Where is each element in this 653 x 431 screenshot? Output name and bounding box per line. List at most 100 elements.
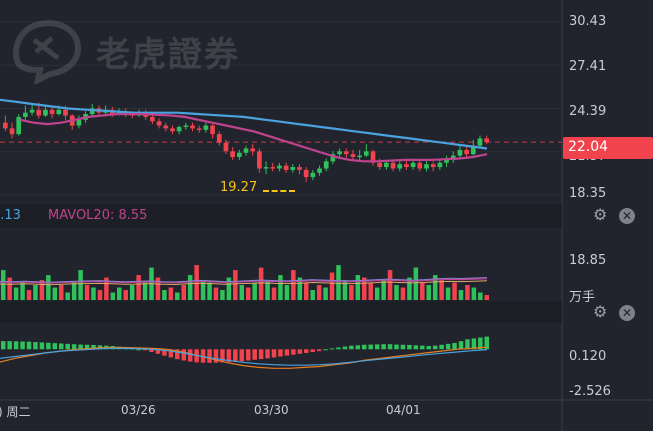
volume-bar xyxy=(329,272,335,300)
macd-histogram-bar xyxy=(381,344,386,350)
candle-body xyxy=(230,151,235,158)
candle-body xyxy=(444,159,449,163)
moving-average-blue xyxy=(0,98,488,150)
macd-histogram-bar xyxy=(271,349,277,358)
volume-bar xyxy=(342,280,348,300)
volume-bar xyxy=(175,292,180,300)
volume-ma-value: 7.13 xyxy=(0,208,21,223)
candle-body xyxy=(156,121,162,126)
volume-bar xyxy=(46,275,51,300)
candle-body xyxy=(250,148,256,152)
volume-bar xyxy=(213,287,219,300)
macd-dif-line xyxy=(0,346,488,369)
volume-bar xyxy=(155,277,161,300)
macd-histogram-bar xyxy=(284,349,290,356)
candle-body xyxy=(43,109,48,116)
volume-bar xyxy=(387,270,393,300)
candle-body xyxy=(464,149,469,155)
macd-histogram-bar xyxy=(471,338,477,350)
volume-bar xyxy=(303,282,309,300)
volume-bar xyxy=(432,275,438,300)
volume-bar xyxy=(168,287,174,300)
macd-histogram-bar xyxy=(175,349,180,360)
macd-histogram-bar xyxy=(20,341,25,350)
macd-histogram-bar xyxy=(291,349,296,355)
candle-body xyxy=(397,164,403,169)
macd-histogram-bar xyxy=(0,341,6,350)
low-price-marker: 19.27 xyxy=(220,180,296,195)
candle-body xyxy=(257,151,262,169)
macd-histogram-bar xyxy=(329,348,335,350)
candle-body xyxy=(404,164,409,168)
candle-body xyxy=(477,138,483,146)
candle-body xyxy=(210,125,215,135)
close-icon[interactable]: ✕ xyxy=(619,305,635,321)
candle-body xyxy=(384,162,389,168)
gear-icon[interactable]: ⚙ xyxy=(593,302,608,321)
volume-bar xyxy=(78,270,83,300)
volume-bar xyxy=(187,275,193,300)
macd-histogram-bar xyxy=(316,349,322,352)
gear-icon[interactable]: ⚙ xyxy=(593,205,608,224)
volume-bar xyxy=(284,285,290,300)
volume-bar xyxy=(445,287,451,300)
macd-histogram-bar xyxy=(181,349,187,361)
candle-body xyxy=(76,119,82,126)
candle-body xyxy=(323,161,329,169)
candle-body xyxy=(310,172,316,178)
candle-body xyxy=(470,145,476,155)
candle-body xyxy=(243,148,249,153)
macd-histogram-bar xyxy=(303,349,309,353)
volume-bar xyxy=(207,282,212,300)
macd-histogram-bar xyxy=(336,347,341,350)
macd-histogram-bar xyxy=(349,345,354,350)
candle-body xyxy=(350,154,356,158)
macd-histogram-bar xyxy=(71,344,77,350)
volume-bar xyxy=(413,267,419,300)
candle-body xyxy=(303,169,309,178)
macd-histogram-bar xyxy=(245,349,251,361)
price-tick: 24.39 xyxy=(569,104,607,119)
volume-bar xyxy=(265,280,270,300)
volume-bar xyxy=(97,290,103,300)
volume-bar xyxy=(400,287,406,300)
macd-histogram-bar xyxy=(432,345,438,350)
volume-bar xyxy=(484,295,490,300)
candle-body xyxy=(176,126,182,132)
volume-bar xyxy=(362,277,367,300)
candle-body xyxy=(183,125,189,128)
candle-body xyxy=(437,162,443,168)
macd-histogram-bar xyxy=(407,344,412,350)
candle-body xyxy=(297,167,302,170)
candle-body xyxy=(190,125,195,129)
candle-body xyxy=(337,151,342,155)
macd-tick: -2.526 xyxy=(569,384,611,399)
volume-bar xyxy=(13,287,19,300)
close-icon[interactable]: ✕ xyxy=(619,208,635,224)
time-label: ) 周二 xyxy=(0,405,31,419)
volume-bar xyxy=(33,285,38,300)
current-price-value: 22.04 xyxy=(568,139,609,155)
macd-histogram-bar xyxy=(258,349,264,360)
candle-body xyxy=(16,116,22,135)
macd-histogram-bar xyxy=(58,343,64,350)
volume-bar xyxy=(142,282,148,300)
volume-bar xyxy=(439,280,444,300)
candle-body xyxy=(223,142,229,152)
volume-bar xyxy=(355,275,361,300)
candle-body xyxy=(150,116,155,122)
candle-body xyxy=(89,108,95,115)
candle-body xyxy=(370,151,376,163)
candle-body xyxy=(343,151,349,155)
macd-histogram-bar xyxy=(149,349,154,353)
low-price-dash xyxy=(263,189,296,192)
volume-bar xyxy=(349,285,354,300)
volume-bar xyxy=(310,290,315,300)
macd-histogram-bar xyxy=(278,349,283,357)
macd-histogram-bar xyxy=(420,345,425,350)
volume-bar xyxy=(233,270,238,300)
candle-body xyxy=(163,125,169,129)
volume-tick: 18.85 xyxy=(569,253,607,268)
